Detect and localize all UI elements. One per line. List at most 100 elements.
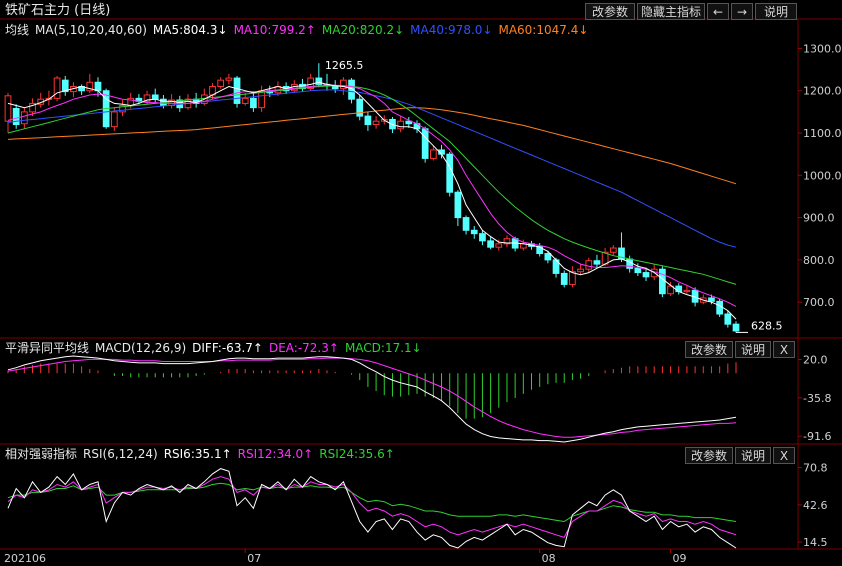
x-tick-label: 202106	[4, 552, 46, 565]
price-tick-label: 700.0	[803, 296, 835, 309]
rsi-params: RSI(6,12,24)	[83, 447, 158, 461]
candle-body	[53, 77, 61, 99]
candle-body	[29, 102, 36, 113]
dea-value: DEA:-72.3↑	[268, 341, 339, 355]
price-tick-label: 1300.0	[803, 42, 842, 55]
candle-body	[479, 233, 486, 242]
macd-name: 平滑异同平均线	[5, 341, 90, 355]
ma20-value: MA20:820.2↓	[321, 23, 405, 37]
diff-line	[7, 355, 737, 443]
candle-body	[110, 111, 118, 128]
candle-body	[634, 267, 642, 274]
candle-body	[724, 313, 732, 325]
next-arrow-icon[interactable]: →	[731, 3, 753, 20]
price-tick-label: 1000.0	[803, 169, 842, 182]
candle-body	[609, 247, 617, 253]
macd-tick-label: -35.8	[803, 392, 831, 405]
candle-body	[241, 97, 249, 104]
x-tick-label: 09	[673, 552, 687, 565]
candle-body	[151, 94, 159, 100]
candle-body	[397, 120, 404, 130]
candle-body	[569, 271, 576, 285]
candle-body	[732, 323, 740, 332]
rsi12-value: RSI12:34.0↑	[237, 447, 314, 461]
macd-params: MACD(12,26,9)	[95, 341, 187, 355]
candle-body	[683, 289, 691, 293]
candle-body	[585, 260, 593, 270]
rsi-name: 相对强弱指标	[5, 447, 78, 461]
candle-body	[20, 111, 28, 125]
modify-params-button[interactable]: 改参数	[585, 3, 635, 20]
macd-close-icon[interactable]: X	[773, 341, 795, 358]
rsi-help-button[interactable]: 说明	[735, 447, 771, 464]
macd-value: MACD:17.1↓	[344, 341, 422, 355]
candle-body	[233, 77, 241, 104]
macd-modify-button[interactable]: 改参数	[685, 341, 733, 358]
ma40-value: MA40:978.0↓	[410, 23, 493, 37]
rsi-modify-button[interactable]: 改参数	[685, 447, 733, 464]
hide-main-indicator-button[interactable]: 隐藏主指标	[637, 3, 705, 20]
high-price-label: 1265.5	[325, 59, 364, 72]
x-tick-label: 08	[542, 552, 556, 565]
candle-body	[487, 240, 494, 248]
candle-body	[716, 300, 724, 315]
candle-body	[86, 81, 94, 92]
ma5-line	[7, 81, 737, 320]
rsi-tick-label: 42.6	[803, 499, 828, 512]
candle-body	[405, 120, 413, 125]
ma60-line	[7, 107, 737, 185]
candle-body	[495, 243, 503, 248]
candle-body	[470, 229, 478, 235]
rsi-close-icon[interactable]: X	[773, 447, 795, 464]
candle-body	[446, 153, 454, 193]
candle-body	[12, 108, 20, 126]
candle-body	[119, 105, 126, 113]
candle-body	[372, 120, 380, 126]
candle-body	[421, 128, 429, 159]
macd-help-button[interactable]: 说明	[735, 341, 771, 358]
macd-legend: 平滑异同平均线 MACD(12,26,9) DIFF:-63.7↑ DEA:-72.3…	[5, 340, 428, 356]
candle-body	[429, 149, 437, 159]
ma10-value: MA10:799.2↑	[233, 23, 316, 37]
candle-body	[577, 268, 584, 273]
rsi24-value: RSI24:35.6↑	[319, 447, 395, 461]
price-tick-label: 1200.0	[803, 85, 842, 98]
candle-body	[675, 285, 683, 293]
candle-body	[217, 79, 225, 88]
macd-tick-label: 20.0	[803, 353, 828, 366]
candle-body	[536, 245, 544, 255]
price-tick-label: 800.0	[803, 254, 835, 267]
candle-body	[659, 268, 666, 295]
low-price-label: 628.5	[751, 319, 783, 332]
rsi-tick-label: 14.5	[803, 536, 828, 549]
ma20-line	[7, 85, 737, 285]
candle-body	[454, 191, 462, 219]
rsi6-value: RSI6:35.1↑	[163, 447, 232, 461]
candle-body	[642, 272, 650, 278]
candle-body	[143, 94, 151, 102]
candle-body	[356, 98, 364, 117]
macd-tick-label: -91.6	[803, 430, 831, 443]
ma-name: 均线	[5, 23, 30, 37]
candle-body	[250, 97, 257, 109]
ma10-line	[7, 84, 737, 307]
rsi-tick-label: 70.8	[803, 462, 828, 475]
ma60-value: MA60:1047.4↓	[498, 23, 589, 37]
candle-body	[364, 115, 372, 126]
candle-body	[340, 79, 347, 90]
prev-arrow-icon[interactable]: ←	[707, 3, 729, 20]
candle-body	[462, 217, 470, 231]
candle-body	[258, 90, 265, 109]
chart-title: 铁矿石主力 (日线)	[5, 3, 111, 18]
help-button[interactable]: 说明	[755, 3, 797, 20]
candle-body	[4, 95, 12, 122]
dea-line	[7, 357, 737, 438]
x-tick-label: 07	[247, 552, 261, 565]
candle-body	[348, 79, 355, 100]
price-tick-label: 900.0	[803, 212, 835, 225]
price-tick-label: 1100.0	[803, 127, 842, 140]
rsi-legend: 相对强弱指标 RSI(6,12,24) RSI6:35.1↑ RSI12:34.0↑ R…	[5, 446, 401, 462]
candle-body	[225, 77, 233, 81]
candle-body	[61, 79, 69, 93]
